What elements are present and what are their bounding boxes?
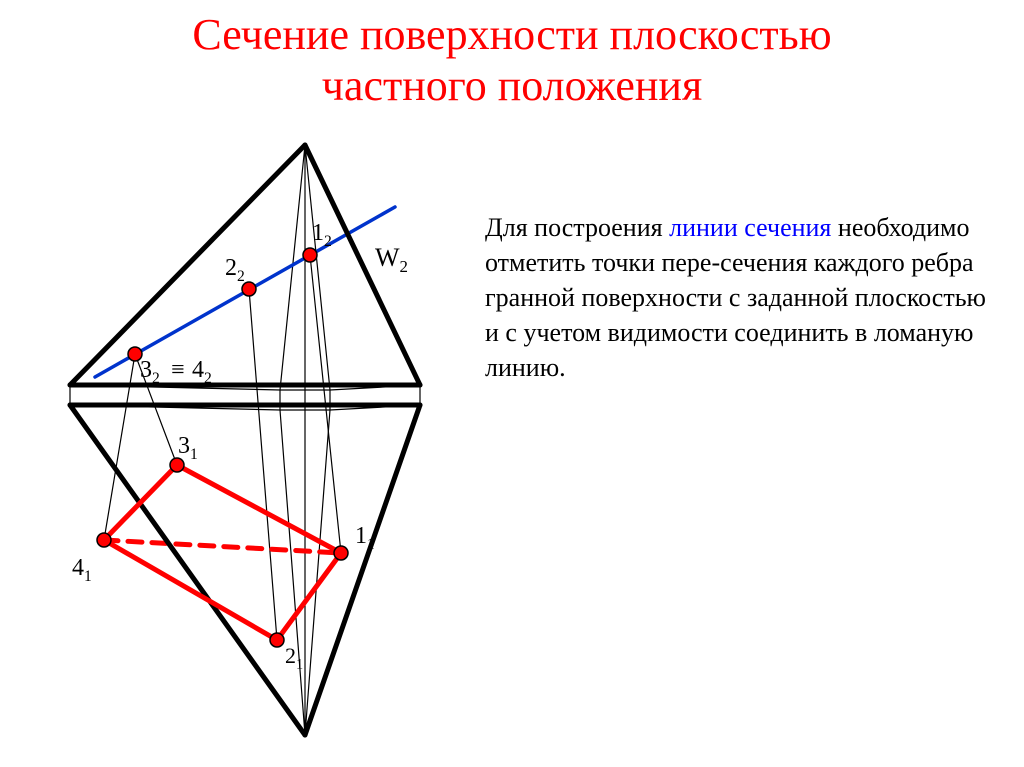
body-highlight: линии сечения — [669, 213, 831, 242]
diagram-label: W2 — [375, 243, 408, 277]
diagram-label: ≡ — [171, 357, 185, 384]
diagram-label: 11 — [355, 523, 375, 554]
title-line-1: Сечение поверхности плоскостью — [0, 10, 1024, 61]
body-pre: Для построения — [485, 213, 669, 242]
page-title: Сечение поверхности плоскостью частного … — [0, 0, 1024, 111]
diagram-label: 32 — [140, 357, 160, 388]
title-line-2: частного положения — [0, 61, 1024, 112]
diagram-label: 42 — [192, 357, 212, 388]
diagram-label: 22 — [225, 255, 245, 286]
diagram-label: 41 — [72, 555, 92, 586]
diagram-label: 21 — [285, 643, 303, 673]
body-paragraph: Для построения линии сечения необходимо … — [485, 210, 995, 385]
geometry-diagram — [30, 135, 460, 755]
diagram-label: 31 — [178, 433, 198, 464]
diagram-label: 12 — [312, 220, 332, 251]
diagram-container: 12 W2 22 32 ≡ 42 31 11 41 21 — [30, 135, 460, 755]
